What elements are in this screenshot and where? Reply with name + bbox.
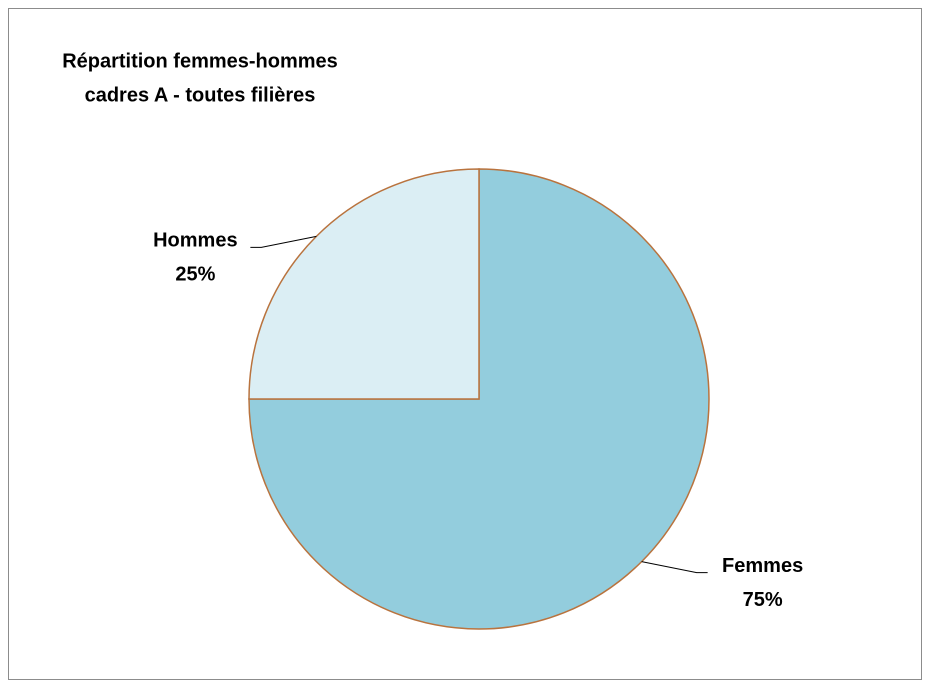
slice-value-label: 75% <box>743 589 783 611</box>
leader-line <box>641 561 708 574</box>
leader-line <box>250 235 317 248</box>
slice-label: Hommes <box>153 230 237 252</box>
slice-label: Femmes <box>722 555 803 577</box>
chart-title: Répartition femmes-hommes <box>62 50 338 72</box>
slice-value-label: 25% <box>175 264 215 286</box>
chart-title: cadres A - toutes filières <box>85 84 316 106</box>
pie-slice <box>248 168 480 400</box>
